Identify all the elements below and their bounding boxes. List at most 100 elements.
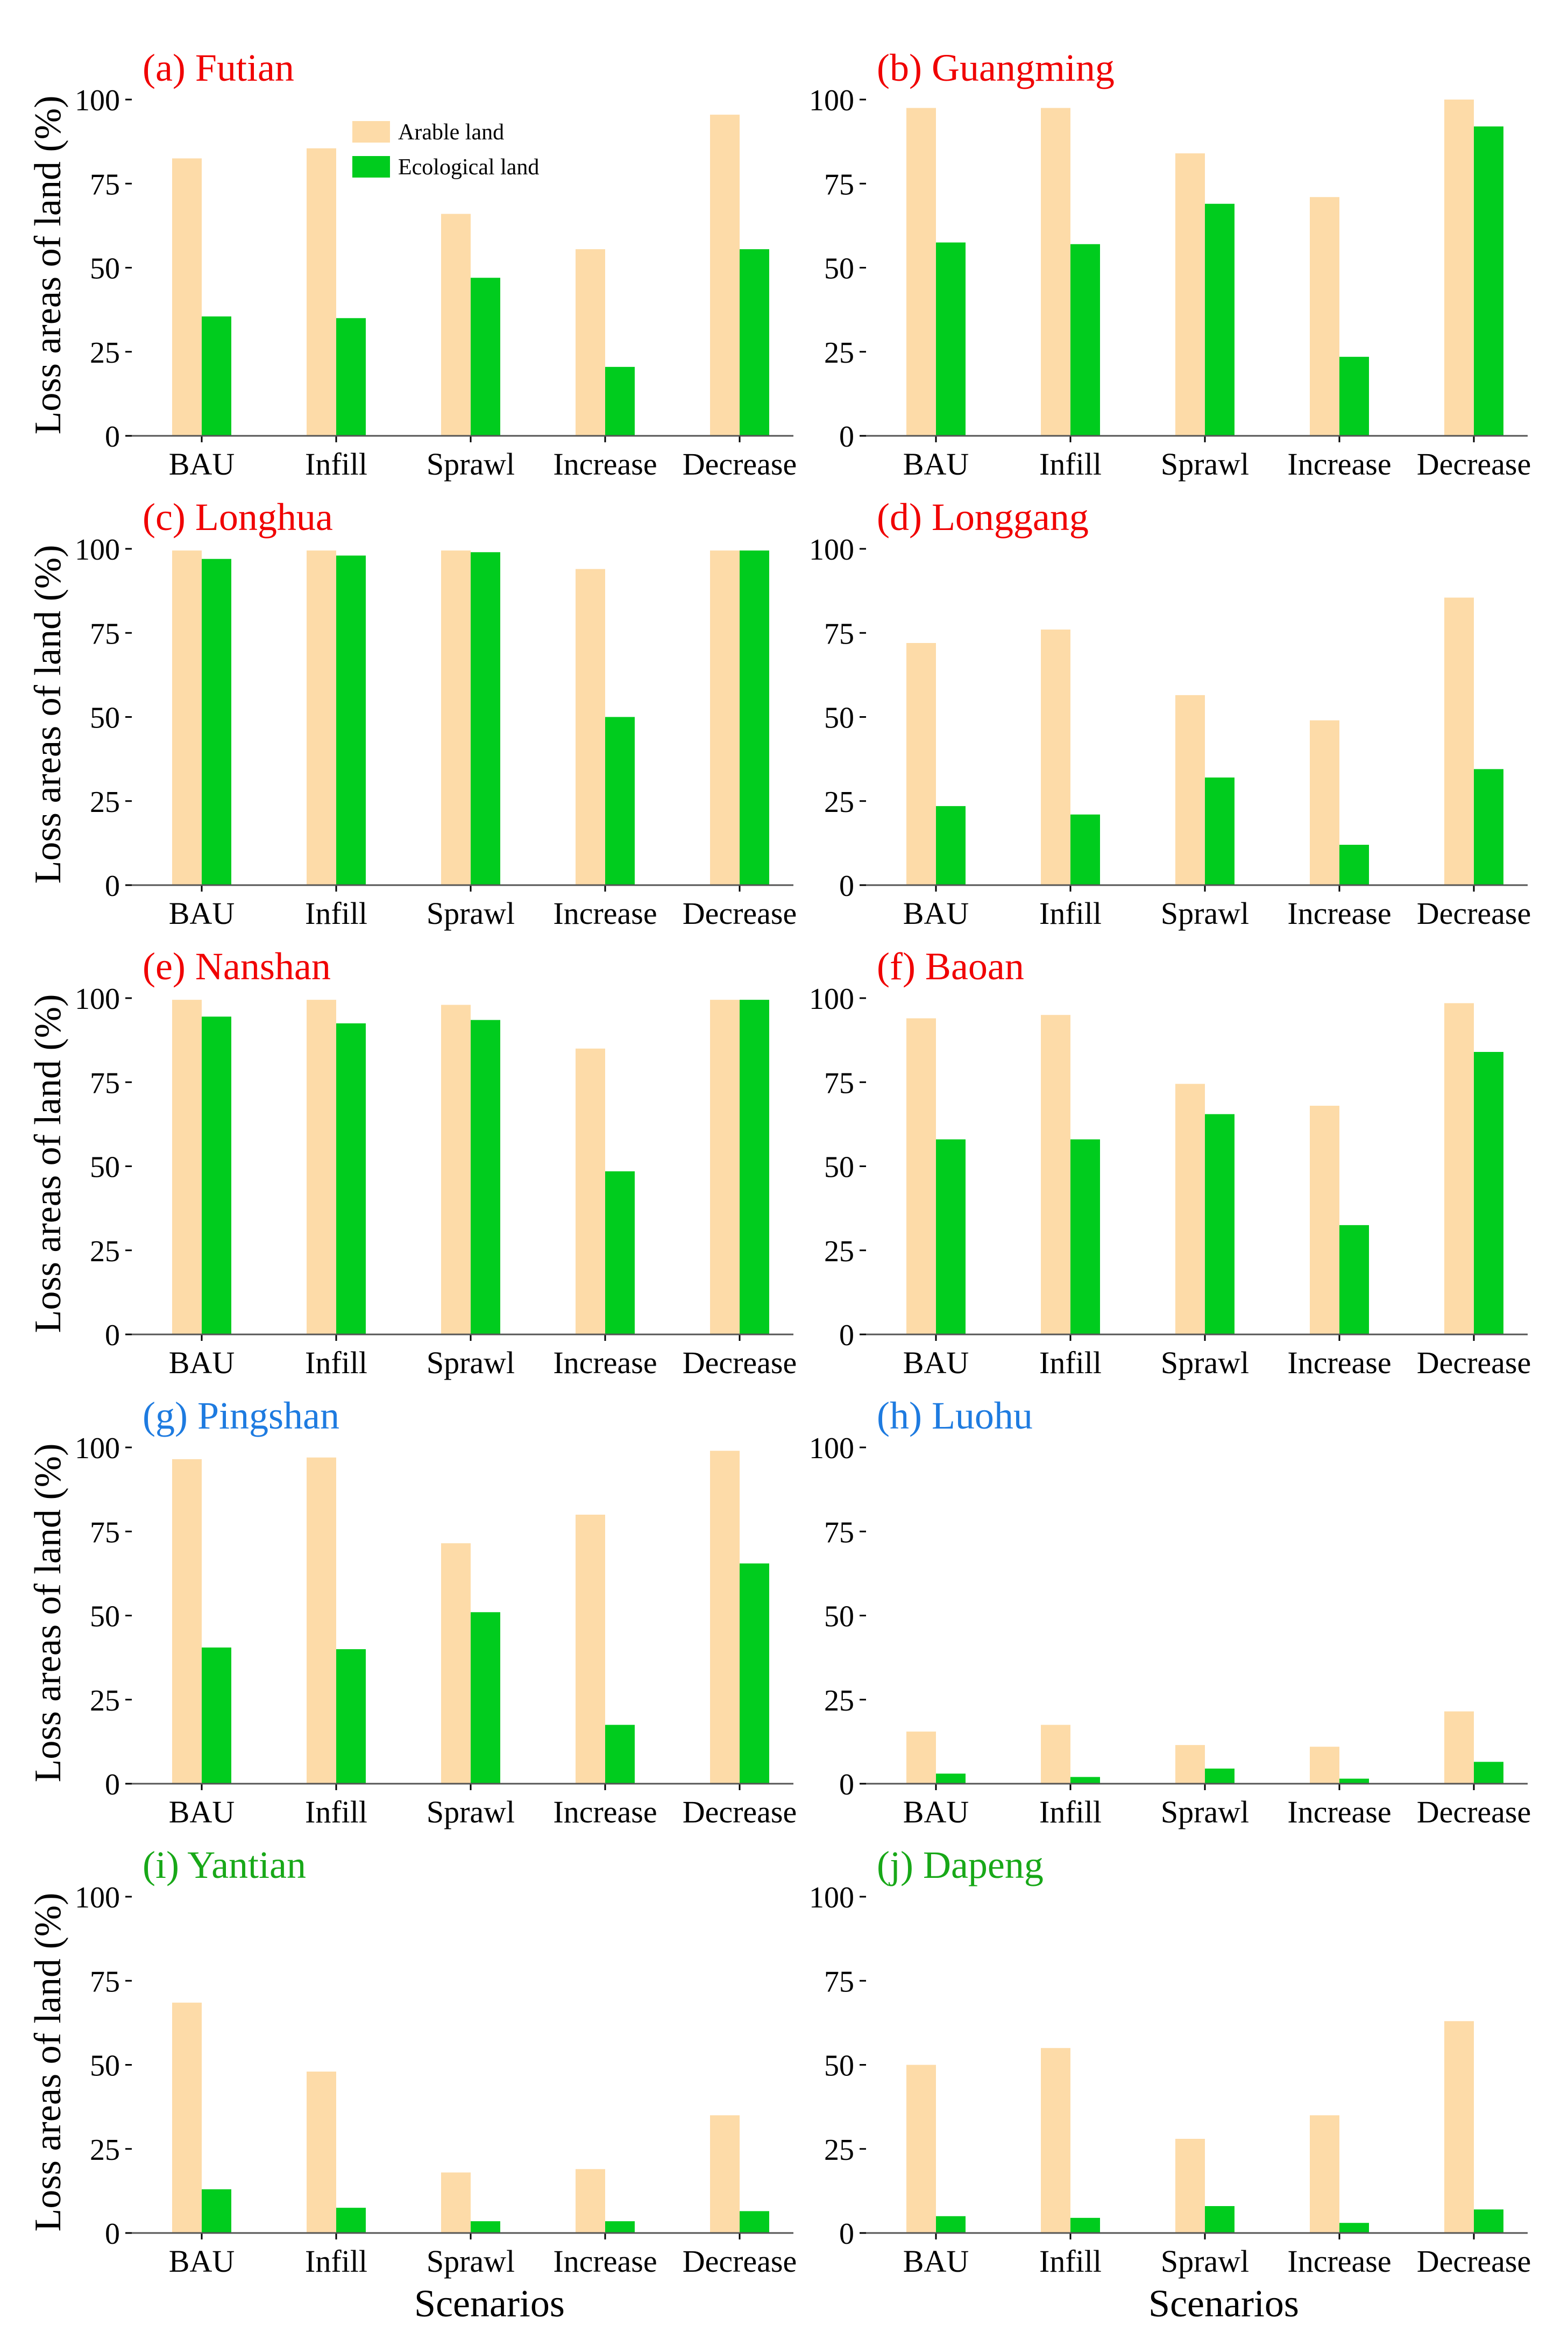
y-tick-label: 0: [105, 1319, 120, 1352]
arable-bar-increase: [1310, 1106, 1339, 1334]
arable-bar-bau: [172, 1459, 202, 1784]
panel-title: (f) Baoan: [877, 945, 1024, 988]
ecological-bar-sprawl: [471, 1020, 500, 1334]
ecological-bar-increase: [1339, 357, 1369, 436]
arable-bar-bau: [172, 158, 202, 436]
arable-bar-sprawl: [441, 214, 471, 436]
ecological-bar-sprawl: [1205, 1114, 1234, 1334]
ecological-bar-decrease: [740, 2211, 769, 2233]
arable-bar-increase: [1310, 720, 1339, 885]
y-tick-label: 100: [75, 983, 120, 1016]
panel-1: (a) Futian 0 25 50 75 100 BAU Infill Sprawl Incre…: [27, 46, 797, 482]
x-tick-label: Increase: [1287, 447, 1391, 482]
arable-bar-infill: [1041, 1725, 1070, 1784]
y-tick-label: 0: [839, 420, 854, 454]
x-tick-label: Increase: [553, 2244, 657, 2279]
x-tick-label: Decrease: [683, 1794, 797, 1829]
x-tick-label: Increase: [553, 447, 657, 482]
x-tick-label: Sprawl: [427, 896, 515, 931]
arable-bar-sprawl: [1175, 1745, 1205, 1784]
y-tick-label: 75: [824, 168, 854, 201]
x-tick-label: Increase: [553, 896, 657, 931]
x-tick-label: BAU: [903, 1794, 969, 1829]
y-tick-label: 0: [105, 870, 120, 903]
panel-title: (g) Pingshan: [143, 1394, 339, 1437]
ecological-bar-sprawl: [1205, 1768, 1234, 1784]
x-tick-label: Infill: [1039, 1794, 1102, 1829]
y-tick-label: 25: [90, 786, 120, 819]
y-tick-label: 0: [105, 420, 120, 454]
x-tick-label: BAU: [903, 447, 969, 482]
y-axis-label: Loss areas of land (%): [27, 1444, 69, 1783]
ecological-bar-sprawl: [1205, 203, 1234, 436]
y-tick-label: 50: [824, 1151, 854, 1184]
y-tick-label: 25: [824, 786, 854, 819]
arable-bar-infill: [307, 148, 336, 436]
x-tick-label: BAU: [903, 1345, 969, 1380]
x-tick-label: Sprawl: [1161, 447, 1249, 482]
panel-9: (i) Yantian 0 25 50 75 100 BAU Infill Sprawl Incr…: [27, 1843, 797, 2325]
y-tick-label: 50: [90, 252, 120, 286]
y-tick-label: 75: [824, 1965, 854, 1998]
x-tick-label: Infill: [1039, 1345, 1102, 1380]
panel-8: (h) Luohu 0 25 50 75 100 BAU Infill Sprawl Increa…: [809, 1394, 1531, 1829]
x-tick-label: BAU: [903, 896, 969, 931]
ecological-bar-infill: [336, 318, 366, 436]
ecological-bar-bau: [202, 316, 231, 436]
ecological-bar-decrease: [740, 1000, 769, 1334]
ecological-bar-increase: [605, 366, 635, 436]
arable-bar-sprawl: [1175, 1084, 1205, 1334]
panel-title: (i) Yantian: [143, 1843, 306, 1886]
arable-bar-decrease: [1444, 1711, 1474, 1784]
y-tick-label: 25: [824, 1684, 854, 1718]
x-tick-label: Decrease: [1417, 1345, 1531, 1380]
x-tick-label: Sprawl: [427, 1794, 515, 1829]
arable-bar-decrease: [1444, 2021, 1474, 2233]
ecological-bar-decrease: [740, 1563, 769, 1784]
panel-4: (d) Longgang 0 25 50 75 100 BAU Infill Sprawl Inc…: [809, 496, 1531, 931]
y-tick-label: 100: [809, 1881, 854, 1914]
x-tick-label: Increase: [553, 1794, 657, 1829]
ecological-bar-bau: [936, 2216, 966, 2233]
ecological-bar-bau: [202, 559, 231, 885]
x-tick-label: Decrease: [1417, 447, 1531, 482]
panel-10: (j) Dapeng 0 25 50 75 100 BAU Infill Sprawl Incre…: [809, 1843, 1531, 2325]
y-tick-label: 25: [824, 1235, 854, 1268]
ecological-bar-bau: [936, 1773, 966, 1784]
ecological-bar-sprawl: [471, 278, 500, 436]
ecological-bar-infill: [1070, 244, 1100, 436]
ecological-bar-infill: [1070, 2217, 1100, 2233]
ecological-bar-decrease: [1474, 126, 1503, 436]
y-tick-label: 50: [824, 1600, 854, 1634]
y-tick-label: 100: [75, 533, 120, 567]
arable-bar-infill: [307, 1000, 336, 1334]
x-tick-label: BAU: [169, 1794, 235, 1829]
x-axis-label: Scenarios: [414, 2282, 565, 2325]
y-tick-label: 100: [809, 983, 854, 1016]
x-tick-label: BAU: [169, 1345, 235, 1380]
legend-swatch-arable: [352, 121, 390, 143]
ecological-bar-decrease: [1474, 769, 1503, 885]
y-tick-label: 50: [90, 1600, 120, 1634]
x-tick-label: Increase: [553, 1345, 657, 1380]
y-axis-label: Loss areas of land (%): [27, 1893, 69, 2232]
arable-bar-sprawl: [1175, 2139, 1205, 2233]
x-tick-label: Infill: [305, 1794, 367, 1829]
arable-bar-sprawl: [441, 2172, 471, 2233]
ecological-bar-bau: [202, 1647, 231, 1784]
x-tick-label: Infill: [305, 447, 367, 482]
panel-title: (j) Dapeng: [877, 1843, 1044, 1886]
x-tick-label: Decrease: [683, 447, 797, 482]
arable-bar-infill: [1041, 630, 1070, 885]
y-tick-label: 0: [839, 2217, 854, 2251]
ecological-bar-increase: [605, 1725, 635, 1784]
arable-bar-increase: [576, 249, 605, 436]
arable-bar-increase: [576, 1515, 605, 1784]
ecological-bar-increase: [605, 2221, 635, 2233]
ecological-bar-decrease: [1474, 1052, 1503, 1334]
panel-title: (d) Longgang: [877, 496, 1089, 539]
y-tick-label: 75: [90, 617, 120, 651]
x-tick-label: Decrease: [683, 2244, 797, 2279]
ecological-bar-sprawl: [1205, 778, 1234, 885]
x-tick-label: Infill: [1039, 896, 1102, 931]
